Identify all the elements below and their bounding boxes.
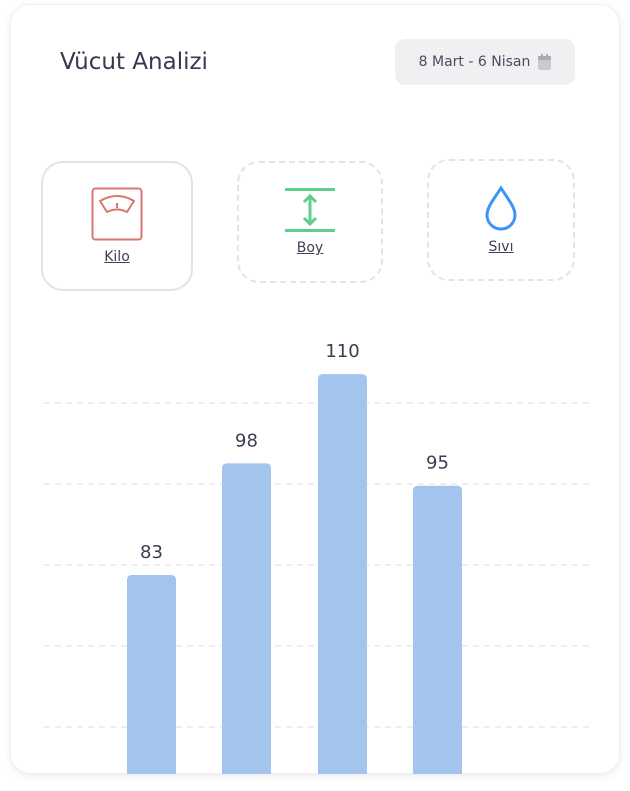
bar [127, 575, 176, 774]
bar [222, 463, 271, 774]
calendar-icon [538, 54, 552, 70]
data-label: 110 [325, 341, 359, 362]
date-range-label: 8 Mart - 6 Nisan [418, 54, 531, 70]
page-title: Vücut Analizi [60, 49, 208, 75]
bar [413, 485, 462, 774]
data-label: 83 [140, 542, 163, 563]
tab-sivi[interactable]: Sıvı [427, 159, 575, 281]
water-drop-icon [485, 185, 517, 231]
tab-label: Kilo [104, 249, 130, 265]
height-icon [285, 188, 335, 232]
tab-label: Boy [296, 240, 324, 256]
data-label: 98 [235, 430, 258, 451]
tab-boy[interactable]: Boy [237, 161, 383, 283]
bar [318, 374, 367, 774]
scale-icon [91, 187, 143, 241]
tab-label: Sıvı [488, 239, 514, 255]
date-range-button[interactable]: 8 Mart - 6 Nisan [395, 39, 575, 85]
tab-kilo[interactable]: Kilo [41, 161, 193, 291]
data-label: 95 [426, 453, 449, 474]
bar-chart: 83 98 110 95 [44, 341, 592, 774]
